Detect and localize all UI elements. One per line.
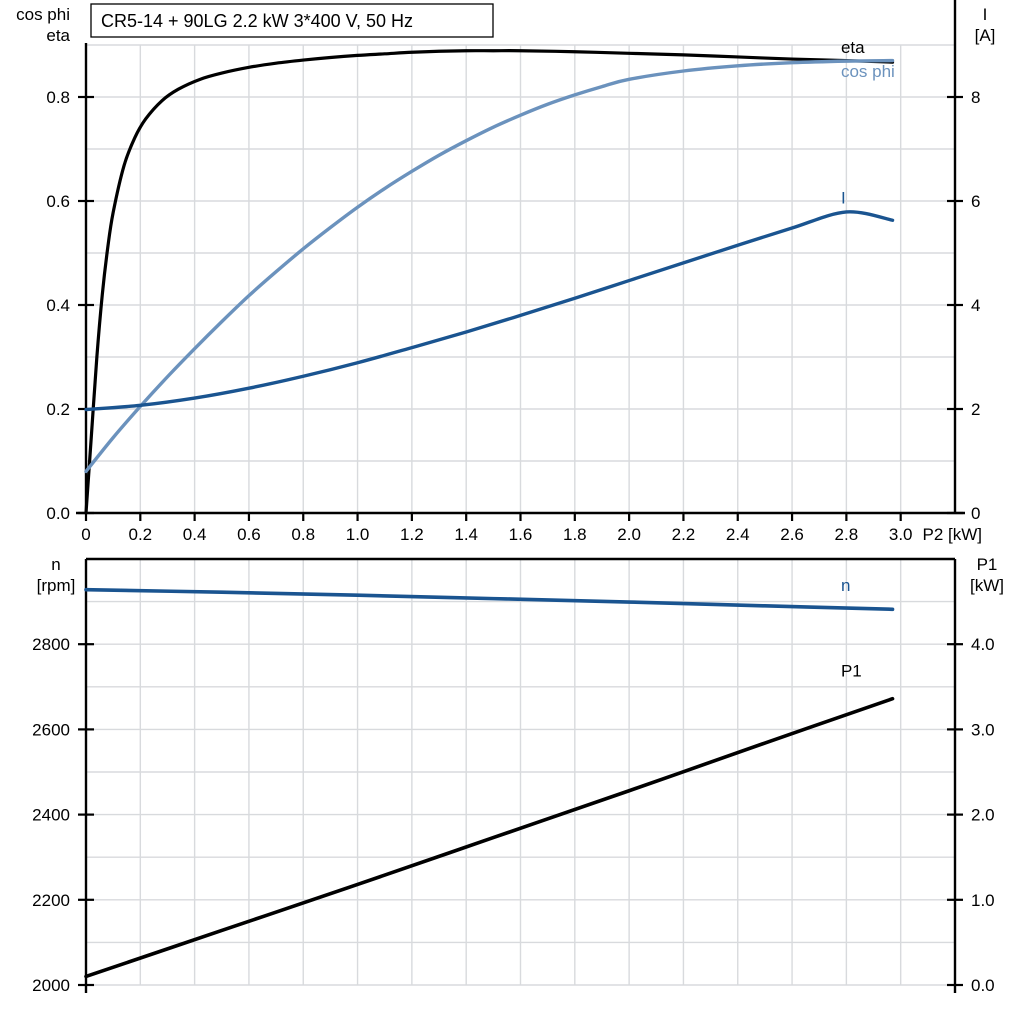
- x-tick-label: 0: [81, 525, 90, 544]
- x-tick-label: 0.6: [237, 525, 261, 544]
- y-right-tick-label: 2: [971, 400, 980, 419]
- y-left-tick-label: 2200: [32, 891, 70, 910]
- x-tick-label: 0.8: [291, 525, 315, 544]
- y-left-tick-label: 0.0: [46, 504, 70, 523]
- top-chart-panel: 0 0.2 0.4 0.6 0.8 1.0 1.2 1.4 1.6 1.8 2.0 2.2 2.4 2.6…: [16, 0, 995, 544]
- y-right-tick-label: 0.0: [971, 976, 995, 995]
- y-left-axis-title-line1: n: [51, 555, 60, 574]
- x-tick-label: 2.2: [672, 525, 696, 544]
- x-tick-label: 1.0: [346, 525, 370, 544]
- x-tick-label: 1.6: [509, 525, 533, 544]
- x-tick-label: 2.6: [780, 525, 804, 544]
- y-left-tick-label: 2800: [32, 635, 70, 654]
- bottom-chart-group: 2000 2200 2400 2600 2800 0.0 1.0 2.0 3.0 4.0 n [rpm…: [32, 555, 1004, 995]
- series-label-I: I: [841, 189, 846, 208]
- y-right-tick-label: 6: [971, 192, 980, 211]
- title-box: [90, 3, 494, 38]
- series-label-eta: eta: [841, 38, 865, 57]
- x-tick-label: 1.8: [563, 525, 587, 544]
- bottom-chart-svg: 2000 2200 2400 2600 2800 0.0 1.0 2.0 3.0 4.0 n [rpm…: [32, 555, 1004, 995]
- y-right-axis-title-line2: [kW]: [970, 576, 1004, 595]
- series-curve-I: [84, 210, 895, 412]
- x-tick-label: 3.0: [889, 525, 913, 544]
- series-label-n: n: [841, 576, 850, 595]
- y-left-tick-label: 0.8: [46, 88, 70, 107]
- y-left-axis-title-line1: cos phi: [16, 5, 70, 24]
- y-right-axis-title-line1: I: [983, 5, 988, 24]
- chart-title: CR5-14 + 90LG 2.2 kW 3*400 V, 50 Hz: [101, 11, 413, 31]
- x-tick-label: 2.8: [835, 525, 859, 544]
- x-tick-label: 1.4: [454, 525, 478, 544]
- x-tick-label: 2.0: [617, 525, 641, 544]
- x-tick-label: 0.4: [183, 525, 207, 544]
- y-left-axis-title-line2: [rpm]: [37, 576, 76, 595]
- y-right-axis-title-line2: [A]: [975, 26, 996, 45]
- series-curve-cos-phi: [84, 58, 895, 474]
- series-label-cos-phi: cos phi: [841, 62, 895, 81]
- series-label-P1: P1: [841, 662, 862, 681]
- y-left-tick-label: 2600: [32, 720, 70, 739]
- bottom-chart-panel: 2000 2200 2400 2600 2800 0.0 1.0 2.0 3.0 4.0 n [rpm…: [0, 545, 1024, 1024]
- y-right-tick-label: 0: [971, 504, 980, 523]
- top-chart-group: 0 0.2 0.4 0.6 0.8 1.0 1.2 1.4 1.6 1.8 2.0 2.2 2.4 2.6…: [16, 0, 995, 544]
- y-left-tick-label: 0.2: [46, 400, 70, 419]
- series-curve-n: [84, 587, 895, 612]
- y-right-tick-label: 3.0: [971, 720, 995, 739]
- y-right-tick-label: 2.0: [971, 806, 995, 825]
- x-tick-label: 1.2: [400, 525, 424, 544]
- y-left-tick-label: 2000: [32, 976, 70, 995]
- y-left-tick-label: 0.4: [46, 296, 70, 315]
- y-left-tick-label: 0.6: [46, 192, 70, 211]
- series-curve-eta: [84, 49, 895, 515]
- x-tick-label: 2.4: [726, 525, 750, 544]
- x-axis-title: P2 [kW]: [923, 525, 983, 544]
- y-right-tick-label: 8: [971, 88, 980, 107]
- y-right-tick-label: 4.0: [971, 635, 995, 654]
- y-left-axis-title-line2: eta: [46, 26, 70, 45]
- y-left-tick-label: 2400: [32, 806, 70, 825]
- y-right-tick-label: 1.0: [971, 891, 995, 910]
- series-curve-P1: [84, 696, 895, 979]
- top-chart-svg: 0 0.2 0.4 0.6 0.8 1.0 1.2 1.4 1.6 1.8 2.0 2.2 2.4 2.6…: [16, 0, 995, 544]
- x-tick-label: 0.2: [128, 525, 152, 544]
- y-right-tick-label: 4: [971, 296, 980, 315]
- y-right-axis-title-line1: P1: [977, 555, 998, 574]
